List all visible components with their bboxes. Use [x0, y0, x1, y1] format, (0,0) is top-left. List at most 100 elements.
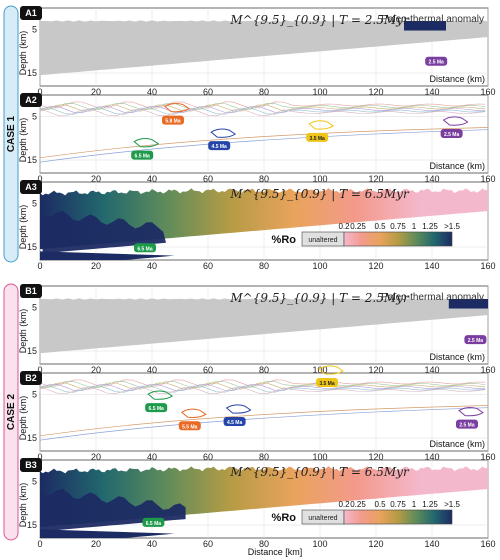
age-badge-label: 6.5 Ma — [137, 246, 153, 252]
age-badge-bg — [162, 115, 184, 125]
x-tick-label: 20 — [91, 452, 101, 462]
x-tick-label: 100 — [312, 261, 327, 271]
slab-line — [39, 129, 489, 163]
colorbar-tick: 1.25 — [422, 500, 438, 509]
y-axis-label: Depth (km) — [18, 483, 28, 528]
age-badge-bg — [464, 335, 487, 345]
age-badge-label: 6.5 Ma — [146, 521, 162, 527]
y-axis-label: Depth (km) — [18, 118, 28, 163]
panel-label: B1 — [25, 286, 37, 296]
isochron-outline — [147, 390, 174, 400]
paleo-thermal-note: Paleo-thermal anomaly — [381, 292, 484, 303]
x-tick-label: 120 — [368, 365, 383, 375]
colorbar-tick: 0.2 — [338, 500, 350, 509]
colorbar — [343, 509, 453, 525]
case-label: CASE 2 — [6, 394, 17, 431]
y-tick-label: 15 — [27, 520, 37, 530]
y-tick-label: 15 — [27, 242, 37, 252]
contour-line — [39, 386, 486, 395]
x-tick-label: 160 — [480, 365, 495, 375]
x-tick-label: 120 — [368, 539, 383, 549]
panel-label: B3 — [25, 460, 37, 470]
age-badge-bg — [142, 517, 165, 527]
colorbar-tick: 1.25 — [422, 222, 438, 231]
x-tick-label: 80 — [259, 539, 269, 549]
age-badge-label: 4.5 Ma — [212, 144, 228, 150]
isochron-outline — [442, 116, 469, 126]
contour-line — [39, 101, 486, 109]
x-tick-label: 140 — [424, 261, 439, 271]
age-badge: 5.5 Ma — [178, 421, 201, 431]
x-tick-label: 100 — [312, 452, 327, 462]
x-tick-label: 80 — [259, 365, 269, 375]
age-badge: 6.5 Ma — [134, 243, 156, 253]
x-tick-label: 20 — [91, 87, 101, 97]
colorbar-tick: >1.5 — [444, 500, 460, 509]
case-label: CASE 1 — [6, 116, 17, 153]
panel-formula: M^{9.5}_{0.9} | T = 6.5Myr — [229, 187, 410, 201]
colorbar-tick: >1.5 — [444, 222, 460, 231]
x-tick-label: 20 — [91, 174, 101, 184]
x-tick-label: 160 — [480, 174, 495, 184]
x-tick-label: 40 — [147, 539, 157, 549]
isochron-outline — [180, 408, 207, 418]
x-axis-label: Distance (km) — [429, 74, 485, 84]
isochron-outline — [225, 404, 252, 414]
isochron-outline — [458, 406, 484, 417]
x-tick-label: 0 — [37, 452, 42, 462]
y-tick-label: 5 — [32, 390, 37, 400]
x-tick-label: 120 — [368, 261, 383, 271]
age-badge: 6.5 Ma — [142, 517, 165, 527]
x-tick-label: 60 — [203, 365, 213, 375]
age-badge-bg — [440, 129, 463, 138]
age-badge-label: 6.5 Ma — [149, 406, 165, 412]
panel-label: A1 — [25, 8, 37, 18]
y-tick-label: 5 — [32, 303, 37, 313]
y-tick-label: 15 — [27, 346, 37, 356]
wedge-body — [40, 20, 488, 76]
panel-label-box — [20, 458, 42, 472]
x-tick-label: 60 — [203, 87, 213, 97]
slab-line — [39, 127, 489, 159]
age-badge: 2.5 Ma — [456, 419, 478, 429]
panel-label-box — [20, 180, 42, 194]
y-axis-label: Depth (km) — [18, 396, 28, 441]
x-tick-label: 120 — [368, 174, 383, 184]
panel-formula: M^{9.5}_{0.9} | T = 2.5Myr — [229, 291, 410, 305]
case-1-bar: CASE 1 — [3, 5, 19, 263]
colorbar-tick: 0.2 — [338, 222, 350, 231]
age-badge-bg — [316, 377, 338, 387]
bottom-x-axis-label: Distance [km] — [248, 547, 303, 557]
y-tick-label: 5 — [32, 25, 37, 35]
isochron-outline — [164, 102, 190, 113]
age-badge-label: 6.5 Ma — [135, 154, 151, 160]
x-tick-label: 0 — [37, 261, 42, 271]
panel-formula: M^{9.5}_{0.9} | T = 6.5Myr — [229, 465, 410, 479]
age-badge-bg — [223, 416, 246, 426]
colorbar-tick: 0.75 — [390, 222, 406, 231]
x-tick-label: 100 — [312, 87, 327, 97]
x-tick-label: 60 — [203, 174, 213, 184]
x-tick-label: 40 — [147, 261, 157, 271]
wedge-body — [40, 298, 488, 354]
age-badge: 6.5 Ma — [131, 150, 154, 160]
y-tick-label: 5 — [32, 112, 37, 122]
age-badge-label: 5.8 Ma — [165, 119, 181, 125]
x-tick-label: 160 — [480, 539, 495, 549]
colorbar-tick: 1 — [412, 500, 417, 509]
age-badge-label: 2.5 Ma — [444, 132, 460, 138]
y-tick-label: 15 — [27, 155, 37, 165]
age-badge: 4.5 Ma — [208, 141, 231, 151]
thermal-anomaly — [404, 21, 446, 31]
x-tick-label: 100 — [312, 539, 327, 549]
x-tick-label: 120 — [368, 87, 383, 97]
age-badge: 2.5 Ma — [464, 335, 487, 345]
x-tick-label: 40 — [147, 452, 157, 462]
contour-line — [39, 106, 486, 114]
x-tick-label: 140 — [424, 174, 439, 184]
x-tick-label: 60 — [203, 539, 213, 549]
